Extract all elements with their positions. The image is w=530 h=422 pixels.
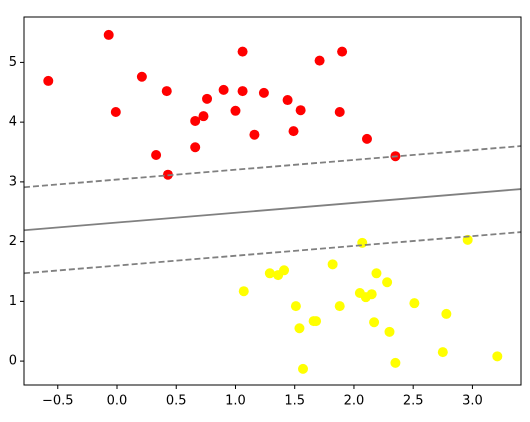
point	[437, 347, 448, 358]
point	[371, 268, 382, 279]
point	[366, 289, 377, 300]
point	[384, 326, 395, 337]
y-tick-label: 2	[9, 234, 17, 249]
point	[237, 46, 248, 57]
point	[294, 323, 305, 334]
point	[190, 115, 201, 126]
point	[311, 316, 322, 327]
x-tick-label: 2.0	[344, 394, 365, 409]
point	[314, 55, 325, 66]
point	[230, 105, 241, 116]
point	[361, 133, 372, 144]
point	[390, 357, 401, 368]
y-tick-label: 0	[9, 354, 17, 369]
point	[136, 71, 147, 82]
point	[441, 308, 452, 319]
point	[282, 95, 293, 106]
point	[110, 106, 121, 117]
x-tick-label: 2.5	[403, 394, 424, 409]
point	[218, 84, 229, 95]
point	[151, 150, 162, 160]
boundary-line	[23, 188, 522, 232]
x-tick-label: −0.5	[42, 394, 74, 409]
point	[409, 298, 420, 309]
point	[264, 268, 275, 279]
x-tick-label: 0.0	[107, 394, 128, 409]
x-tick-label: 1.5	[284, 394, 305, 409]
plot-frame	[23, 16, 522, 386]
point	[334, 301, 345, 312]
point	[369, 317, 380, 328]
point	[290, 301, 301, 312]
point	[237, 86, 248, 97]
point	[382, 277, 393, 288]
boundary-line	[23, 145, 522, 189]
point	[334, 106, 345, 117]
y-tick-label: 5	[9, 55, 17, 70]
point	[279, 265, 290, 276]
point	[337, 46, 348, 57]
point	[249, 129, 260, 140]
point	[43, 75, 54, 86]
point	[238, 286, 249, 297]
y-tick-label: 4	[9, 115, 17, 130]
y-tick-label: 1	[9, 294, 17, 309]
point	[327, 259, 338, 270]
point	[161, 86, 172, 97]
point	[202, 93, 213, 104]
point	[190, 142, 201, 153]
plot-area	[24, 17, 521, 385]
point	[298, 363, 309, 374]
x-tick-label: 3.0	[462, 394, 483, 409]
y-tick-label: 3	[9, 174, 17, 189]
point	[288, 126, 299, 137]
x-tick-label: 1.0	[225, 394, 246, 409]
boundary-line	[23, 231, 522, 275]
point	[258, 87, 269, 98]
point	[295, 105, 306, 116]
point	[103, 29, 114, 40]
x-tick-label: 0.5	[166, 394, 187, 409]
point	[492, 351, 503, 362]
point	[198, 111, 209, 122]
